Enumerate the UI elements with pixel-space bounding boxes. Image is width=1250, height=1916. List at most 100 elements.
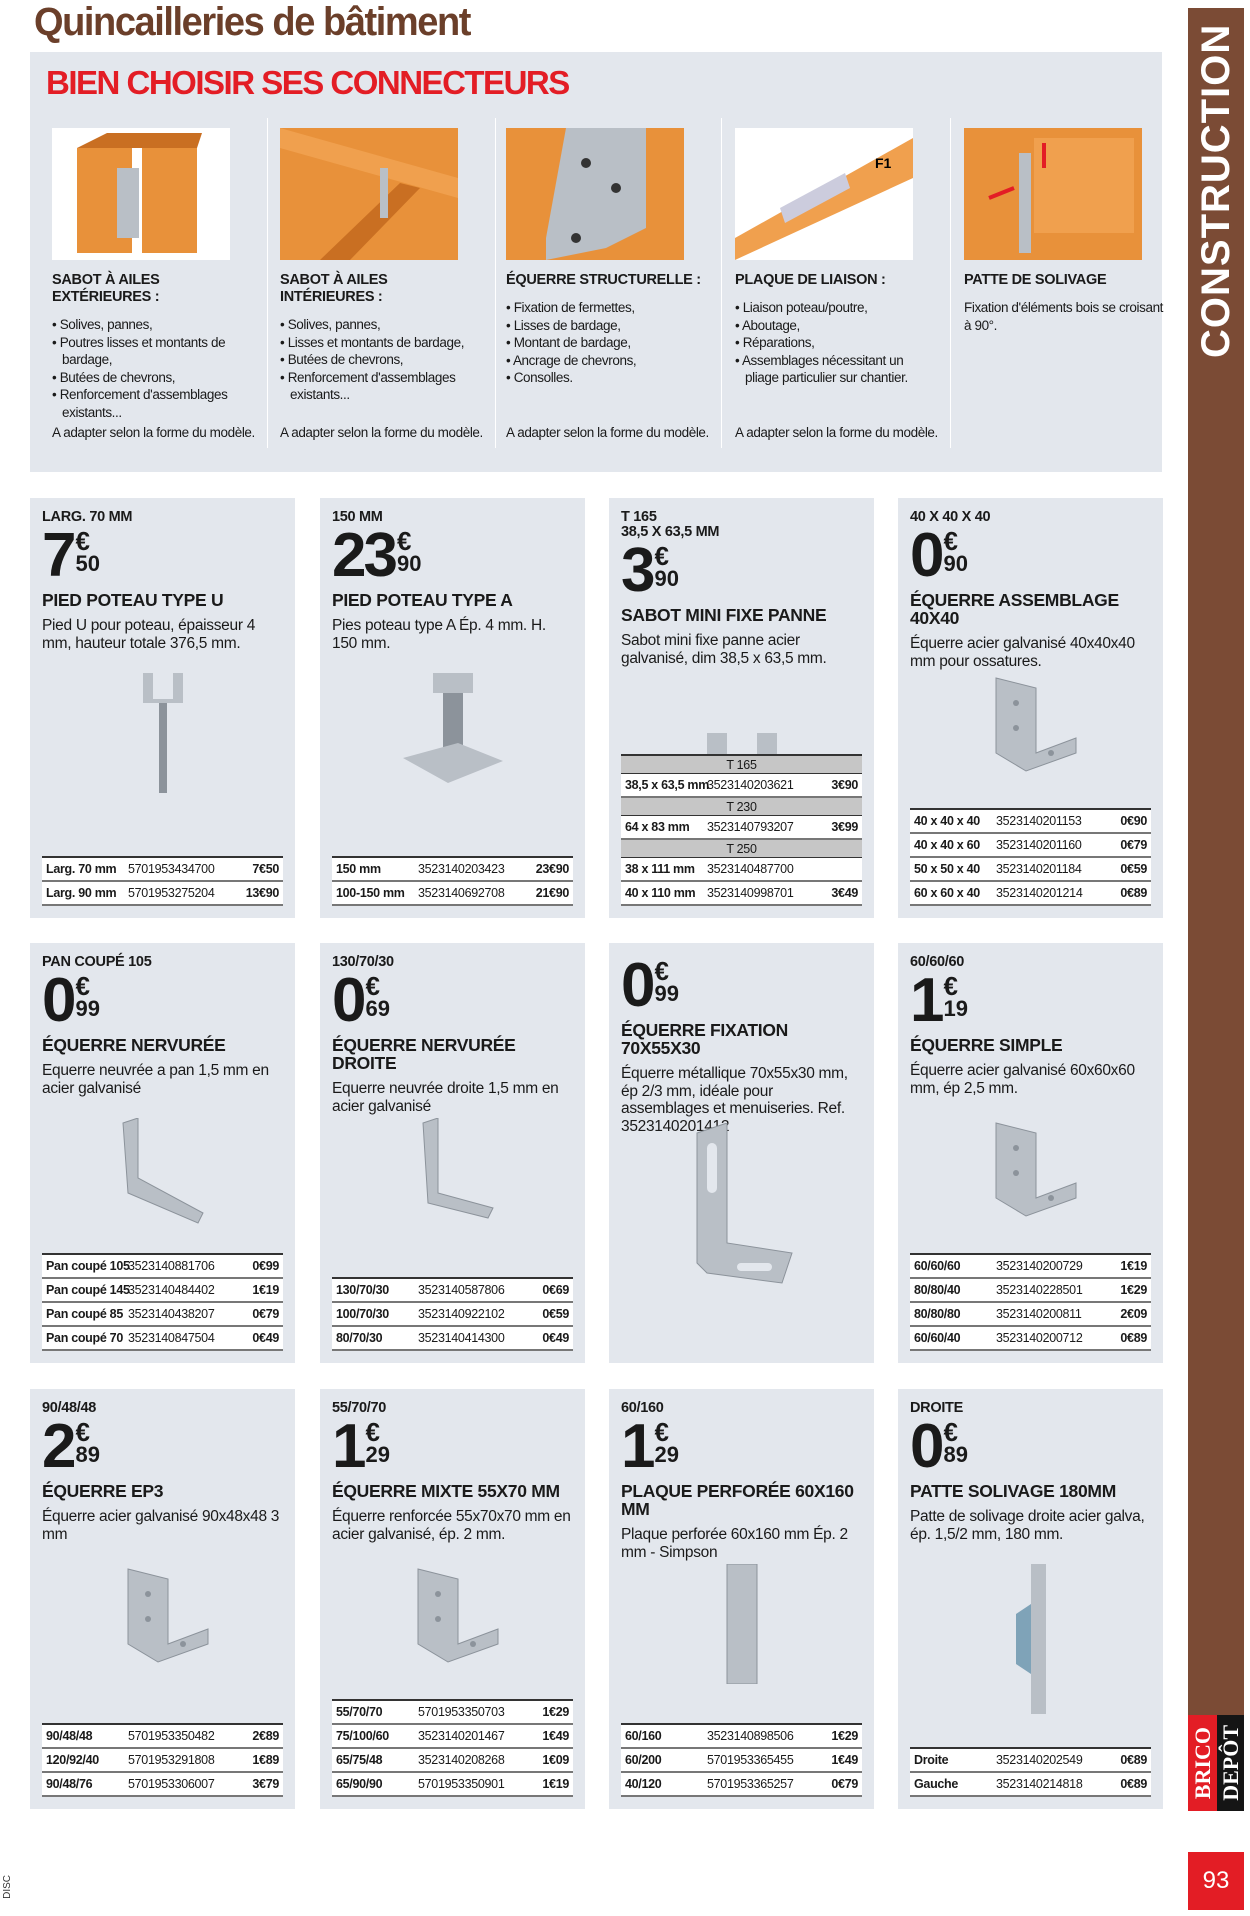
table-row: 40/120 5701953365257 0€79 (621, 1773, 862, 1797)
variant-size: 60/200 (625, 1753, 662, 1767)
table-row: Pan coupé 145 3523140484402 1€19 (42, 1279, 283, 1303)
angle-bracket-icon (981, 673, 1081, 778)
variant-ean: 3523140438207 (128, 1307, 215, 1321)
price: 0 €99 (42, 970, 283, 1032)
product-description: Équerre acier galvanisé 40x40x40 mm pour… (910, 635, 1135, 670)
perforated-plate-icon (722, 1563, 762, 1689)
variant-size: 64 x 83 mm (625, 820, 690, 834)
price-integer: 23 (332, 521, 398, 590)
variant-price: 21€90 (535, 886, 570, 900)
table-row: Larg. 70 mm 5701953434700 7€50 (42, 858, 283, 882)
variant-price: 0€89 (1120, 886, 1147, 900)
product-name: Pied poteau type A (332, 590, 513, 610)
guide-usage-list: Fixation de fermettes,Lisses de bardage,… (506, 299, 711, 387)
price-integer: 0 (332, 966, 367, 1035)
variant-size: Pan coupé 105 (46, 1259, 130, 1273)
price-integer: 2 (42, 1412, 77, 1481)
price: 0 €99 (621, 951, 862, 1020)
guide-usage-item: Poutres lisses et montants de bardage, (52, 334, 257, 369)
force-label: F1 (875, 155, 892, 171)
guide-usage-item: Assemblages nécessitant un pliage partic… (735, 352, 940, 387)
product-size-label: 60/160 (621, 1400, 664, 1416)
variant-price: 0€59 (542, 1307, 569, 1321)
variant-ean: 3523140201160 (996, 838, 1082, 852)
variant-ean: 3523140898506 (707, 1729, 794, 1743)
variant-table: 150 mm 3523140203423 23€90 100-150 mm 352314… (332, 856, 573, 906)
table-row: 100/70/30 3523140922102 0€59 (332, 1303, 573, 1327)
variant-price: 1€09 (542, 1753, 569, 1767)
price-cents: 69 (365, 996, 390, 1021)
price: 23 €90 (332, 521, 573, 590)
price-cents: 29 (365, 1442, 390, 1467)
guide-usage-item: Aboutage, (735, 317, 940, 335)
variant-ean: 5701953434700 (128, 862, 215, 876)
guide-usage-item: Renforcement d'assemblages existants... (52, 386, 257, 421)
guide-note: A adapter selon la forme du modèle. (735, 425, 938, 440)
product-description: Équerre métallique 70x55x30 mm, ép 2/3 m… (621, 1065, 848, 1135)
variant-ean: 3523140484402 (128, 1283, 215, 1297)
variant-size: 100-150 mm (336, 886, 405, 900)
variant-price: 0€79 (1120, 838, 1147, 852)
variant-price: 1€89 (252, 1753, 279, 1767)
variant-size: 90/48/48 (46, 1729, 93, 1743)
variant-size: 100/70/30 (336, 1307, 389, 1321)
product-description: Equerre neuvrée droite 1,5 mm en acier g… (332, 1080, 559, 1115)
price-integer: 1 (910, 966, 945, 1035)
guide-usage-item: Liaison poteau/poutre, (735, 299, 940, 317)
table-row: 60/200 5701953365455 1€49 (621, 1749, 862, 1773)
euro-sign: € (943, 526, 958, 556)
variant-size: Pan coupé 85 (46, 1307, 123, 1321)
price-integer: 0 (621, 951, 656, 1020)
variant-size: Pan coupé 145 (46, 1283, 130, 1297)
product-card: 55/70/70 1 €29 Équerre mixte 55x70 mm Équerr… (320, 1389, 585, 1809)
variant-size: 60 x 60 x 40 (914, 886, 980, 900)
guide-usage-item: Réparations, (735, 334, 940, 352)
product-name: Équerre nervurée (42, 1035, 226, 1055)
variant-size: Larg. 90 mm (46, 886, 117, 900)
price-cents: 50 (75, 551, 100, 576)
variant-size: 150 mm (336, 862, 381, 876)
variant-price: 1€19 (252, 1283, 279, 1297)
variant-table: 60/160 3523140898506 1€29 60/200 57019533654… (621, 1723, 862, 1797)
variant-ean: 3523140202549 (996, 1753, 1083, 1767)
price-integer: 7 (42, 521, 77, 590)
table-row: 60 x 60 x 40 3523140201214 0€89 (910, 882, 1151, 906)
variant-ean: 3523140228501 (996, 1283, 1083, 1297)
product-card: 40 x 40 x 40 0 €90 Équerre assemblage 40x40… (898, 498, 1163, 918)
guide-note: A adapter selon la forme du modèle. (280, 425, 483, 440)
variant-price: 3€90 (831, 778, 858, 792)
section-tab: CONSTRUCTION (1188, 8, 1244, 1715)
product-description: Plaque perforée 60x160 mm Ép. 2 mm - Sim… (621, 1526, 848, 1561)
section-label: CONSTRUCTION (1194, 23, 1238, 358)
variant-price: 0€89 (1120, 1331, 1147, 1345)
variant-price: 1€29 (1120, 1283, 1147, 1297)
product-size-label: 60/60/60 (910, 954, 965, 970)
variant-price: 7€50 (252, 862, 279, 876)
product-name: Sabot mini fixe panne (621, 605, 827, 625)
variant-size: 60/60/40 (914, 1331, 961, 1345)
price-cents: 99 (654, 981, 679, 1006)
guide-column: Sabot à ailes extérieures : Solives, pann… (42, 118, 268, 448)
variant-group-header: T 165 (621, 756, 862, 774)
table-row: Larg. 90 mm 5701953275204 13€90 (42, 882, 283, 906)
product-card: 150 mm 23 €90 Pied poteau type A Pies poteau… (320, 498, 585, 918)
table-row: Pan coupé 105 3523140881706 0€99 (42, 1255, 283, 1279)
price-cents: 89 (943, 1442, 968, 1467)
variant-size: 130/70/30 (336, 1283, 389, 1297)
variant-ean: 5701953365455 (707, 1753, 794, 1767)
table-row: 90/48/48 5701953350482 2€89 (42, 1725, 283, 1749)
variant-ean: 5701953306007 (128, 1777, 215, 1791)
euro-sign: € (654, 541, 669, 571)
variant-ean: 3523140881706 (128, 1259, 215, 1273)
product-name: Pied poteau type U (42, 590, 224, 610)
table-row: Pan coupé 70 3523140847504 0€49 (42, 1327, 283, 1351)
euro-sign: € (75, 526, 90, 556)
product-name: Équerre mixte 55x70 mm (332, 1481, 560, 1501)
price-integer: 3 (621, 536, 656, 605)
variant-size: 60/60/60 (914, 1259, 961, 1273)
variant-size: 38,5 x 63,5 mm (625, 778, 710, 792)
euro-sign: € (654, 956, 669, 986)
euro-sign: € (943, 971, 958, 1001)
connector-illustration (964, 128, 1142, 260)
variant-size: 55/70/70 (336, 1705, 383, 1719)
